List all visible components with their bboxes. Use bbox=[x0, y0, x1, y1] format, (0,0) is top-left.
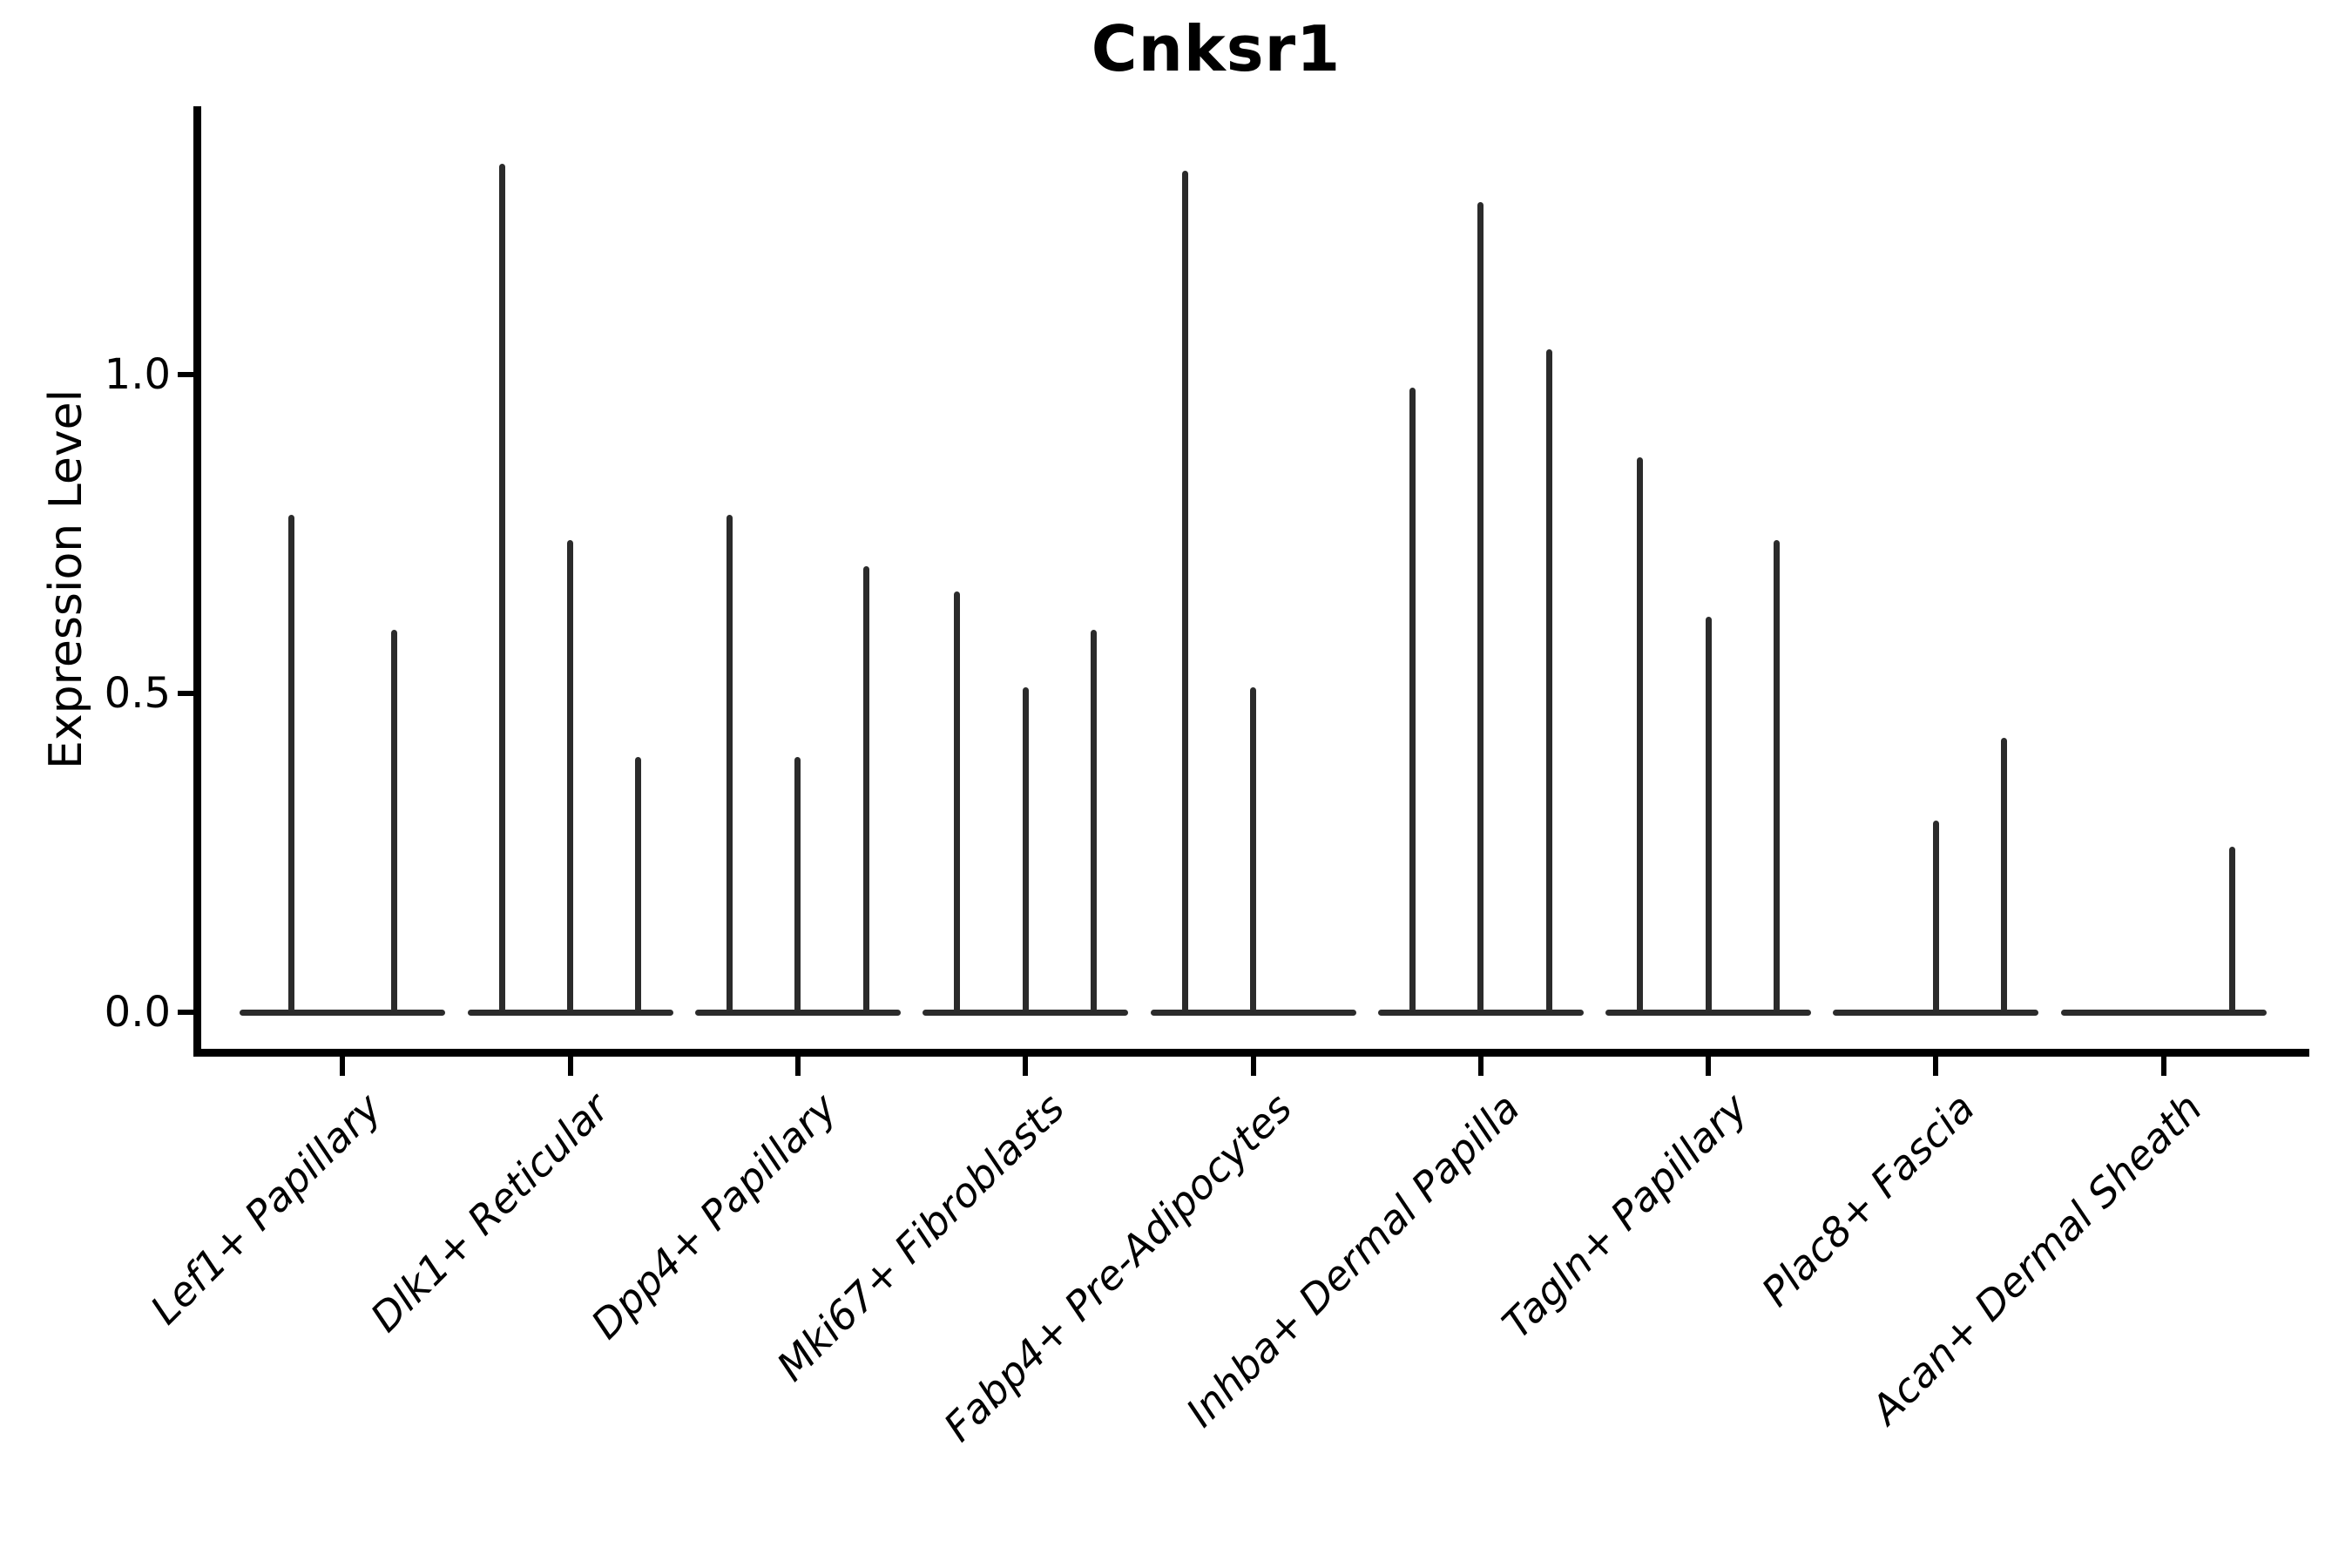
violin-spike bbox=[2228, 846, 2235, 1012]
violin-zero-baseline bbox=[694, 1009, 901, 1016]
x-tick-label: Dpp4+ Papillary bbox=[581, 1084, 846, 1348]
violin-spike bbox=[1477, 202, 1484, 1012]
x-axis-tick bbox=[1250, 1057, 1256, 1076]
violin-spike bbox=[287, 515, 294, 1012]
violin-spike bbox=[498, 164, 505, 1012]
violin-spike bbox=[954, 591, 961, 1012]
violin-spike bbox=[1091, 629, 1098, 1012]
violin-zero-baseline bbox=[1150, 1009, 1356, 1016]
violin-spike bbox=[1932, 821, 1939, 1012]
y-tick-label: 0.5 bbox=[104, 669, 171, 718]
y-axis-tick bbox=[178, 372, 193, 377]
x-axis-tick bbox=[1933, 1057, 1939, 1076]
violin-spike bbox=[726, 515, 733, 1012]
violin-zero-baseline bbox=[1605, 1009, 1812, 1016]
violin-zero-baseline bbox=[1377, 1009, 1584, 1016]
violin-spike bbox=[1022, 686, 1029, 1012]
x-axis-tick bbox=[794, 1057, 801, 1076]
violin-spike bbox=[794, 757, 801, 1012]
violin-zero-baseline bbox=[1833, 1009, 2039, 1016]
violin-spike bbox=[1250, 686, 1256, 1012]
x-axis-tick bbox=[1023, 1057, 1029, 1076]
violin-spike bbox=[1409, 387, 1416, 1012]
violin-spike bbox=[1705, 617, 1712, 1012]
violin-spike bbox=[390, 629, 397, 1012]
violin-spike bbox=[1774, 540, 1781, 1012]
violin-spike bbox=[862, 565, 869, 1012]
violin-spike bbox=[1545, 348, 1552, 1012]
violin-spike bbox=[635, 757, 642, 1012]
chart-title: Cnksr1 bbox=[1091, 12, 1342, 85]
x-axis-tick bbox=[1706, 1057, 1712, 1076]
x-axis-tick bbox=[340, 1057, 346, 1076]
violin-zero-baseline bbox=[240, 1009, 446, 1016]
x-axis-tick bbox=[2160, 1057, 2166, 1076]
x-tick-label: Dlk1+ Reticular bbox=[361, 1084, 618, 1342]
y-tick-label: 1.0 bbox=[104, 350, 171, 399]
violin-zero-baseline bbox=[2060, 1009, 2267, 1016]
y-tick-label: 0.0 bbox=[104, 988, 171, 1037]
x-tick-label: Tagln+ Papillary bbox=[1492, 1084, 1756, 1348]
violin-zero-baseline bbox=[467, 1009, 673, 1016]
violin-spike bbox=[2001, 738, 2008, 1012]
x-axis-spine bbox=[193, 1049, 2309, 1057]
y-axis-tick bbox=[178, 1010, 193, 1015]
x-tick-label: Lef1+ Papillary bbox=[141, 1084, 391, 1334]
violin-spike bbox=[1637, 457, 1644, 1012]
violin-zero-baseline bbox=[923, 1009, 1129, 1016]
x-tick-label: Plac8+ Fascia bbox=[1752, 1084, 1984, 1315]
violin-spike bbox=[1181, 170, 1188, 1012]
y-axis-spine bbox=[193, 106, 201, 1057]
x-axis-tick bbox=[567, 1057, 573, 1076]
violin-spike bbox=[567, 540, 574, 1012]
y-axis-tick bbox=[178, 691, 193, 696]
x-axis-tick bbox=[1477, 1057, 1484, 1076]
